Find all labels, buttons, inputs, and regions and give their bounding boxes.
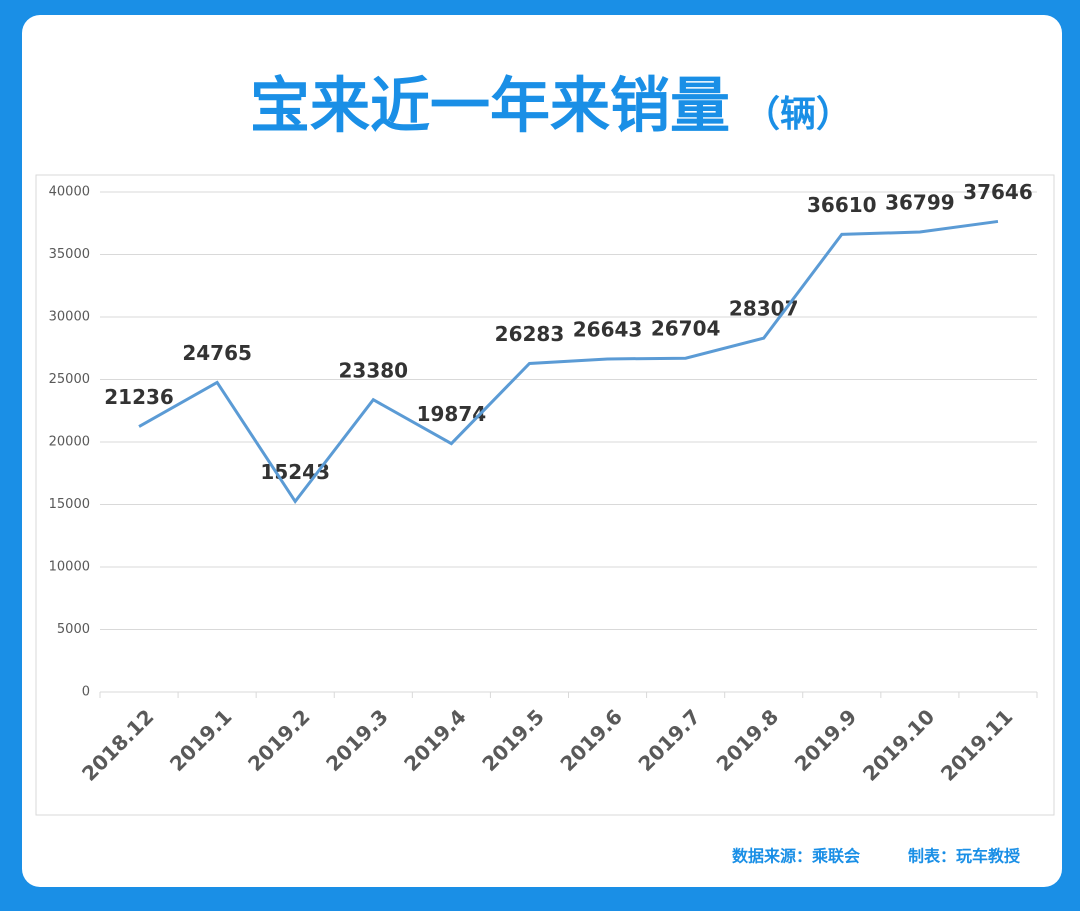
y-tick-label: 10000	[49, 560, 90, 575]
y-tick-label: 25000	[49, 372, 90, 387]
data-label: 26643	[573, 317, 643, 341]
data-label: 28307	[729, 297, 799, 321]
card	[22, 15, 1062, 887]
y-tick-label: 30000	[49, 310, 90, 325]
series-line	[138, 219, 999, 505]
y-tick-label: 35000	[49, 247, 90, 262]
source: 数据来源：乘联会	[732, 847, 860, 866]
chart-frame	[35, 174, 1055, 816]
data-label: 26283	[495, 322, 565, 346]
y-tick-label: 20000	[49, 435, 90, 450]
data-label: 19874	[417, 402, 487, 426]
data-label: 26704	[651, 317, 721, 341]
data-label: 21236	[104, 385, 174, 409]
y-tick-label: 15000	[49, 497, 90, 512]
credit: 制表：玩车教授	[908, 847, 1021, 866]
y-tick-label: 40000	[49, 185, 90, 200]
chart-unit: （辆）	[744, 94, 852, 135]
data-label: 36799	[885, 191, 955, 215]
y-tick-label: 5000	[57, 622, 90, 637]
data-label: 36610	[807, 193, 877, 217]
data-label: 37646	[963, 180, 1033, 204]
data-label: 23380	[338, 358, 408, 382]
chart-title: 宝来近一年来销量	[250, 72, 730, 142]
y-tick-label: 0	[82, 685, 90, 700]
data-label: 24765	[182, 341, 252, 365]
